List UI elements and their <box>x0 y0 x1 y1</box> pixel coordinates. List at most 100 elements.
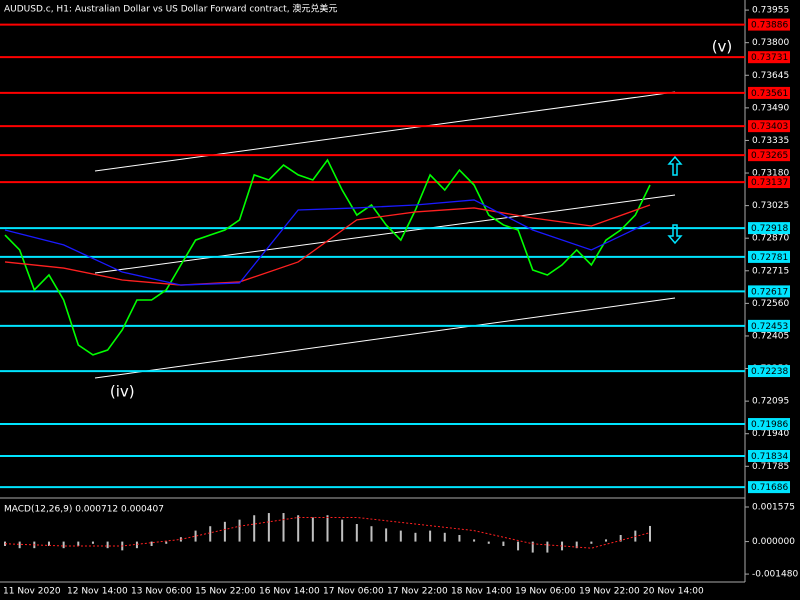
channel-upper <box>94 91 676 172</box>
y-tick-label: 0.72095 <box>752 397 789 407</box>
macd-pane: MACD(12,26,9) 0.000712 0.000407 0.001575 0… <box>4 503 798 580</box>
level-label: 0.72453 <box>751 322 788 332</box>
x-tick-label: 19 Nov 22:00 <box>579 587 640 597</box>
level-label: 0.73403 <box>751 122 788 132</box>
channel-lower <box>94 297 676 379</box>
series-line <box>4 204 651 286</box>
y-tick-label: 0.71785 <box>752 462 789 472</box>
up-arrow <box>667 155 683 176</box>
histogram-bar <box>62 541 65 549</box>
main-pane: AUDUSD.c, H1: Australian Dollar vs US Do… <box>0 3 790 494</box>
histogram-bar <box>619 535 622 542</box>
series-line <box>4 516 651 549</box>
x-tick-label: 19 Nov 06:00 <box>515 587 576 597</box>
y-tick-label: 0.73955 <box>752 6 789 16</box>
histogram-bar <box>341 519 344 542</box>
histogram-bar <box>326 515 329 542</box>
level-label: 0.73137 <box>751 178 788 188</box>
x-tick-label: 13 Nov 06:00 <box>131 587 192 597</box>
level-label-box <box>748 450 790 463</box>
histogram-bar <box>194 530 197 542</box>
x-tick-label: 11 Nov 2020 <box>3 587 61 597</box>
y-tick-label: 0.72560 <box>752 299 789 309</box>
level-label-box <box>748 222 790 235</box>
histogram-bar <box>267 513 270 542</box>
histogram-bar <box>165 541 168 544</box>
level-label: 0.71986 <box>751 420 788 430</box>
x-tick-label: 12 Nov 14:00 <box>67 587 128 597</box>
histogram-bar <box>531 541 534 553</box>
level-label-box <box>748 176 790 189</box>
wave-label: (iv) <box>110 383 135 401</box>
level-label: 0.73265 <box>751 151 788 161</box>
histogram-bar <box>399 530 402 542</box>
histogram-bar <box>238 519 241 542</box>
histogram-bar <box>429 530 432 542</box>
y-tick-label: 0.73645 <box>752 71 789 81</box>
level-label: 0.72781 <box>751 253 788 263</box>
level-label: 0.71686 <box>751 483 788 493</box>
histogram-bar <box>91 541 94 544</box>
y-tick-label: 0.72870 <box>752 234 789 244</box>
level-label-box <box>748 365 790 378</box>
level-label: 0.73886 <box>751 21 788 31</box>
x-tick-label: 18 Nov 14:00 <box>451 587 512 597</box>
y-tick-label: 0.000000 <box>752 537 795 547</box>
level-label: 0.72238 <box>751 367 788 377</box>
y-tick-label: 0.73025 <box>752 201 789 211</box>
x-tick-label: 16 Nov 14:00 <box>259 587 320 597</box>
level-label-box <box>748 18 790 31</box>
level-label-box <box>748 120 790 133</box>
histogram-bar <box>517 541 520 551</box>
level-label: 0.73731 <box>751 53 788 63</box>
y-tick-label: -0.001480 <box>752 570 798 580</box>
channel-middle <box>94 194 676 274</box>
histogram-bar <box>473 539 476 542</box>
level-label: 0.72918 <box>751 224 788 234</box>
histogram-bar <box>311 517 314 542</box>
histogram-bar <box>223 521 226 542</box>
y-tick-label: 0.73800 <box>752 38 789 48</box>
histogram-bar <box>487 541 490 544</box>
level-label: 0.71834 <box>751 452 788 462</box>
level-label-box <box>748 319 790 332</box>
histogram-bar <box>355 524 358 542</box>
y-tick-label: 0.72405 <box>752 331 789 341</box>
y-tick-label: 0.72715 <box>752 266 789 276</box>
histogram-bar <box>253 515 256 542</box>
histogram-bar <box>575 541 578 549</box>
x-tick-label: 20 Nov 14:00 <box>643 587 704 597</box>
series-line <box>4 158 651 356</box>
x-tick-label: 17 Nov 06:00 <box>323 587 384 597</box>
wave-label: (v) <box>712 38 733 56</box>
histogram-bar <box>458 535 461 542</box>
level-label-box <box>748 86 790 99</box>
y-tick-label: 0.73180 <box>752 169 789 179</box>
chart-title: AUDUSD.c, H1: Australian Dollar vs US Do… <box>4 3 337 15</box>
histogram-bar <box>414 532 417 542</box>
histogram-bar <box>605 539 608 542</box>
y-tick-label: 0.71940 <box>752 429 789 439</box>
down-arrow <box>667 224 683 245</box>
series-line <box>4 199 651 286</box>
histogram-bar <box>385 528 388 542</box>
histogram-bar <box>443 532 446 542</box>
y-tick-label: 0.73490 <box>752 103 789 113</box>
histogram-bar <box>282 513 285 542</box>
histogram-bar <box>18 541 21 549</box>
y-tick-label: 0.73335 <box>752 136 789 146</box>
level-label-box <box>748 149 790 162</box>
chart-title: MACD(12,26,9) 0.000712 0.000407 <box>4 505 164 515</box>
histogram-bar <box>135 541 138 549</box>
histogram-bar <box>297 515 300 542</box>
histogram-bar <box>47 541 50 546</box>
histogram-bar <box>370 526 373 542</box>
level-label-box <box>748 481 790 494</box>
histogram-bar <box>106 541 109 549</box>
histogram-bar <box>546 541 549 553</box>
x-tick-label: 15 Nov 22:00 <box>195 587 256 597</box>
level-label: 0.73561 <box>751 89 788 99</box>
